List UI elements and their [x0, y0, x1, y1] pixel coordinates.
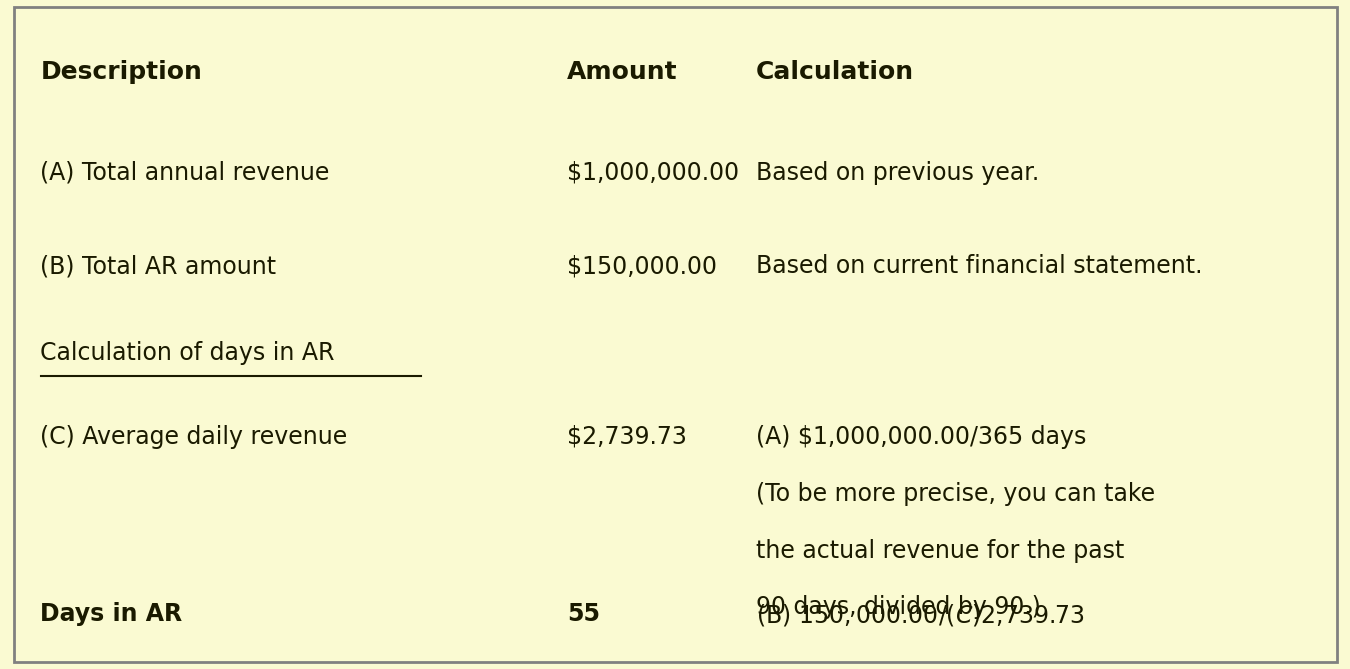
Text: Description: Description: [40, 60, 202, 84]
Text: $2,739.73: $2,739.73: [567, 425, 687, 449]
Text: (To be more precise, you can take: (To be more precise, you can take: [756, 482, 1156, 506]
Text: (B) Total AR amount: (B) Total AR amount: [40, 254, 277, 278]
Text: Calculation: Calculation: [756, 60, 914, 84]
Text: $150,000.00: $150,000.00: [567, 254, 717, 278]
Text: (B) $150,000.00/(C) $2,739.73: (B) $150,000.00/(C) $2,739.73: [756, 602, 1084, 628]
Text: (A) $1,000,000.00/365 days: (A) $1,000,000.00/365 days: [756, 425, 1087, 449]
Text: Calculation of days in AR: Calculation of days in AR: [40, 341, 335, 365]
Text: 90 days, divided by 90.): 90 days, divided by 90.): [756, 595, 1041, 619]
Text: the actual revenue for the past: the actual revenue for the past: [756, 539, 1125, 563]
Text: (A) Total annual revenue: (A) Total annual revenue: [40, 161, 329, 185]
FancyBboxPatch shape: [14, 7, 1336, 662]
Text: $1,000,000.00: $1,000,000.00: [567, 161, 740, 185]
Text: Based on previous year.: Based on previous year.: [756, 161, 1040, 185]
Text: 55: 55: [567, 602, 599, 626]
Text: Days in AR: Days in AR: [40, 602, 182, 626]
Text: (C) Average daily revenue: (C) Average daily revenue: [40, 425, 348, 449]
Text: Based on current financial statement.: Based on current financial statement.: [756, 254, 1203, 278]
Text: Amount: Amount: [567, 60, 678, 84]
